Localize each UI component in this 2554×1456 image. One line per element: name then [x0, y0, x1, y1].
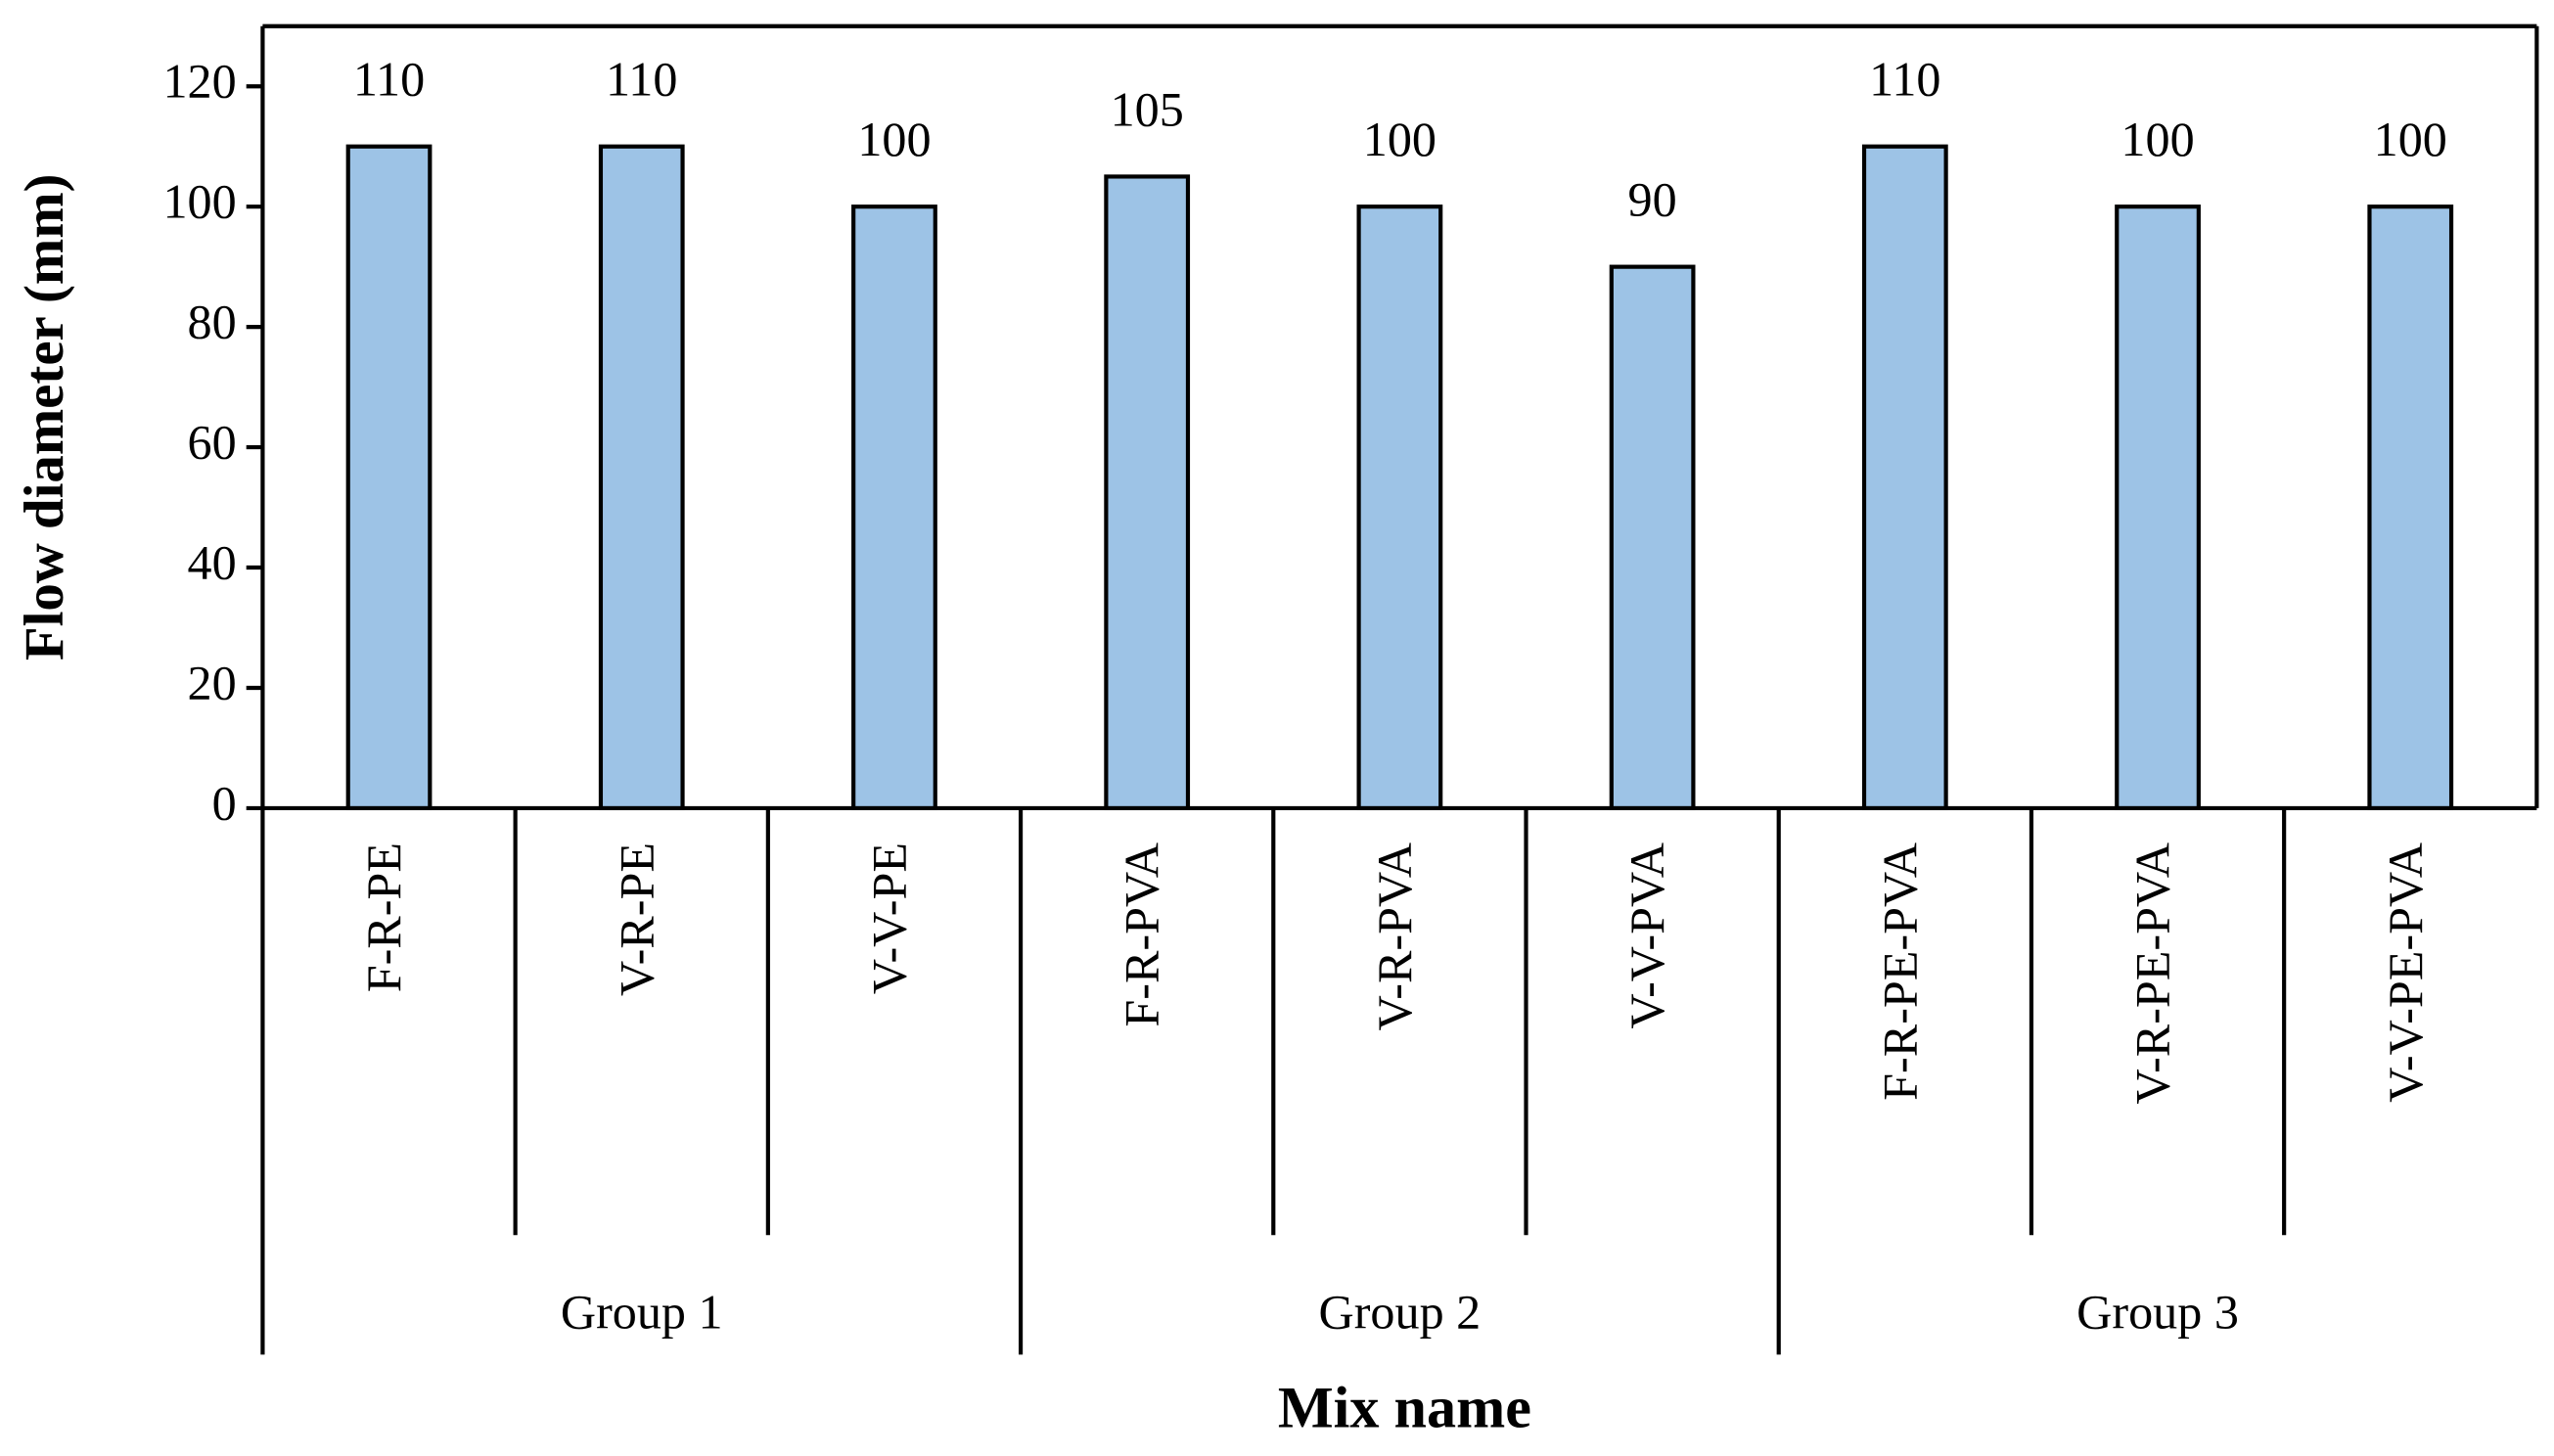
y-tick-label: 0	[212, 775, 237, 830]
value-label: 100	[1363, 112, 1437, 166]
bar	[345, 144, 433, 811]
y-tick-label: 120	[162, 54, 236, 109]
x-tick-label: V-R-PE	[609, 842, 663, 996]
x-tick-label: F-R-PE-PVA	[1872, 842, 1927, 1101]
value-label: 110	[353, 52, 425, 107]
bar	[851, 205, 937, 811]
x-tick-label: F-R-PE	[356, 842, 411, 992]
x-tick-label: V-R-PE-PVA	[2125, 842, 2180, 1104]
y-tick-label: 100	[162, 174, 236, 229]
group-label: Group 2	[1319, 1284, 1482, 1339]
bar	[2367, 205, 2454, 811]
y-tick-label: 80	[188, 295, 237, 349]
group-label: Group 1	[561, 1284, 723, 1339]
bar	[2115, 205, 2201, 811]
x-tick-label: F-R-PVA	[1115, 842, 1169, 1027]
x-tick-label: V-V-PE-PVA	[2378, 842, 2433, 1103]
x-tick-label: V-V-PVA	[1619, 842, 1674, 1028]
value-label: 90	[1628, 172, 1677, 227]
value-label: 100	[857, 112, 931, 166]
bar	[598, 144, 685, 811]
bar	[1104, 174, 1191, 811]
x-tick-label: V-R-PVA	[1367, 842, 1422, 1030]
y-tick-label: 20	[188, 655, 237, 709]
y-axis-title: Flow diameter (mm)	[14, 174, 75, 661]
x-tick-label: V-V-PE	[861, 842, 916, 994]
value-label: 100	[2374, 112, 2447, 166]
y-tick-label: 60	[188, 415, 237, 470]
value-label: 105	[1111, 81, 1184, 136]
value-label: 110	[1869, 52, 1940, 107]
group-label: Group 3	[2076, 1284, 2239, 1339]
bar	[1356, 205, 1443, 811]
y-tick-label: 40	[188, 535, 237, 590]
bar	[1861, 144, 1948, 811]
value-label: 110	[606, 52, 677, 107]
bar	[1609, 264, 1696, 811]
value-label: 100	[2121, 112, 2194, 166]
x-axis-title: Mix name	[1278, 1375, 1531, 1440]
